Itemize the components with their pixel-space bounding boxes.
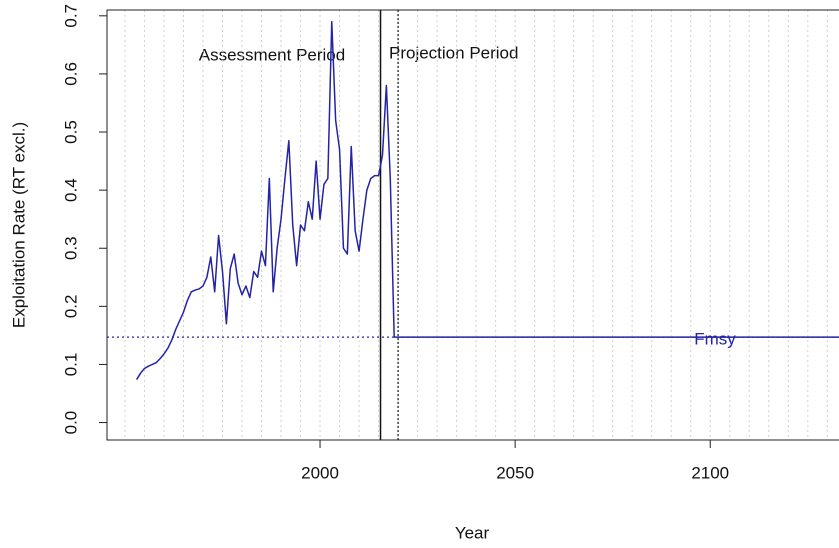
y-tick-label: 0.4 bbox=[61, 178, 80, 202]
x-tick-label: 2050 bbox=[496, 463, 534, 482]
y-axis-label: Exploitation Rate (RT excl.) bbox=[9, 122, 28, 328]
plot-frame bbox=[106, 9, 839, 441]
y-tick-label: 0.2 bbox=[61, 295, 80, 319]
y-tick-label: 0.6 bbox=[61, 62, 80, 86]
y-tick-label: 0.3 bbox=[61, 236, 80, 260]
x-axis-label: Year bbox=[455, 523, 490, 542]
y-tick-label: 0.5 bbox=[61, 120, 80, 144]
y-tick-label: 0.7 bbox=[61, 4, 80, 28]
x-tick-label: 2000 bbox=[301, 463, 339, 482]
reference-label: Fmsy bbox=[694, 329, 736, 348]
y-tick-label: 0.0 bbox=[61, 411, 80, 435]
y-tick-label: 0.1 bbox=[61, 353, 80, 377]
annotation: Projection Period bbox=[389, 43, 518, 62]
x-tick-label: 2100 bbox=[691, 463, 729, 482]
data-line bbox=[136, 20, 839, 380]
annotation: Assessment Period bbox=[199, 45, 345, 64]
